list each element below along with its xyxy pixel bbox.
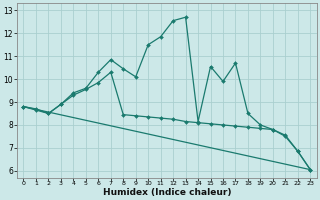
X-axis label: Humidex (Indice chaleur): Humidex (Indice chaleur) [103,188,231,197]
